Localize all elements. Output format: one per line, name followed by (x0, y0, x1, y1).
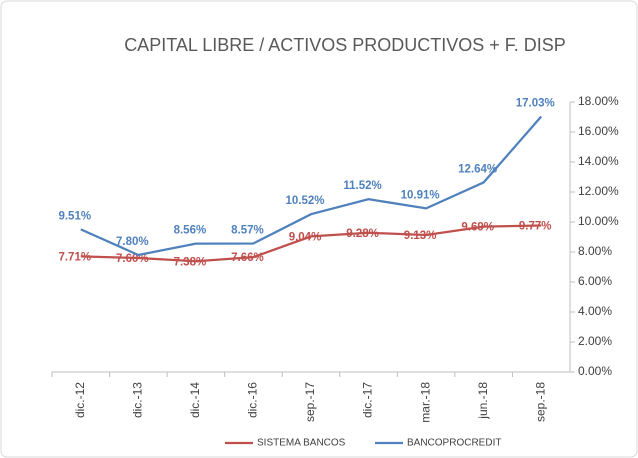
y-tick-label: 16.00% (578, 124, 619, 138)
x-tick-label: dic.-17 (361, 382, 375, 418)
x-tick-label: jun.-18 (476, 382, 490, 420)
y-tick-label: 14.00% (578, 154, 619, 168)
data-label: 11.52% (343, 180, 381, 192)
data-label: 17.03% (516, 98, 555, 110)
y-tick-label: 8.00% (578, 244, 612, 258)
legend-label: BANCOPROCREDIT (407, 438, 501, 449)
data-label: 7.66% (231, 252, 264, 264)
data-label: 10.52% (285, 195, 324, 207)
x-tick-label: mar.-18 (418, 382, 432, 423)
data-label: 7.60% (116, 253, 149, 265)
x-tick-label: sep.-17 (303, 382, 317, 422)
y-tick-label: 6.00% (578, 274, 612, 288)
legend-label: SISTEMA BANCOS (257, 438, 346, 449)
data-label: 9.13% (404, 230, 437, 242)
data-label: 7.38% (174, 256, 207, 268)
chart-title: CAPITAL LIBRE / ACTIVOS PRODUCTIVOS + F.… (124, 35, 566, 55)
data-label: 10.91% (401, 189, 440, 201)
data-label: 7.71% (58, 251, 91, 263)
series-line (80, 115, 543, 257)
y-tick-label: 10.00% (578, 214, 619, 228)
x-tick-label: dic.-13 (131, 382, 145, 418)
data-label: 7.80% (116, 236, 149, 248)
data-label: 9.04% (289, 231, 322, 243)
data-label: 8.56% (174, 225, 207, 237)
y-tick-label: 2.00% (578, 334, 612, 348)
y-tick-label: 12.00% (578, 184, 619, 198)
x-tick-label: dic.-16 (246, 382, 260, 418)
x-tick-label: dic.-12 (73, 382, 87, 418)
data-label: 9.77% (519, 220, 552, 232)
data-label: 8.57% (231, 224, 264, 236)
series-line (80, 224, 542, 263)
x-tick-label: dic.-14 (188, 382, 202, 418)
data-label: 9.28% (346, 228, 379, 240)
y-tick-label: 0.00% (578, 364, 612, 378)
data-label: 12.64% (458, 163, 497, 175)
y-tick-label: 18.00% (578, 94, 619, 108)
y-tick-label: 4.00% (578, 304, 612, 318)
data-label: 9.51% (58, 210, 91, 222)
x-tick-label: sep.-18 (533, 382, 547, 422)
data-label: 9.69% (461, 222, 494, 234)
